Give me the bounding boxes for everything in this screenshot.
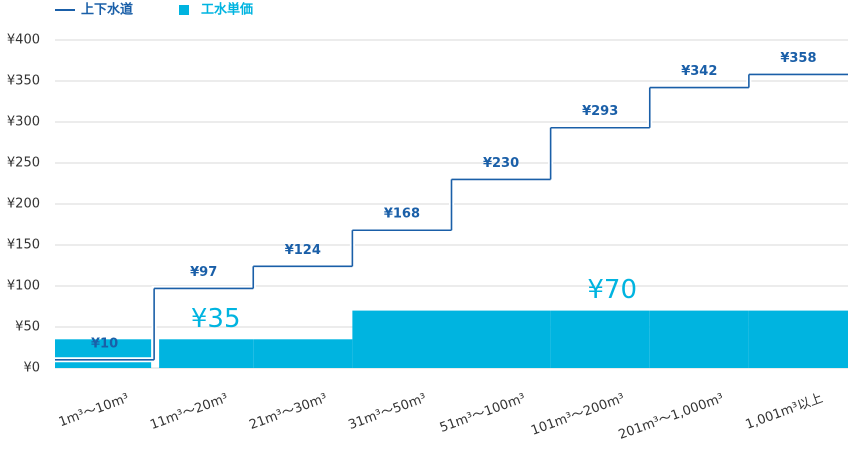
line-value-label: ¥97 [190,265,217,280]
y-tick-label: ¥100 [7,279,40,294]
legend-swatch [179,5,189,15]
y-tick-label: ¥50 [15,320,40,335]
bar [451,310,551,368]
x-tick-label: 1m³～10m³ [57,391,131,430]
y-tick-label: ¥400 [7,33,40,48]
y-tick-label: ¥200 [7,197,40,212]
x-tick-label: 31m³～50m³ [346,391,428,433]
bar [253,339,353,368]
bar-value-label: ¥70 [587,275,637,305]
bar-value-label: ¥35 [191,304,241,334]
x-tick-label: 1,001m³以上 [744,391,825,433]
y-tick-label: ¥150 [7,238,40,253]
bar [159,339,254,368]
line-value-label: ¥358 [780,51,816,66]
bar [352,310,452,368]
x-tick-label: 51m³～100m³ [438,391,528,436]
y-tick-label: ¥300 [7,115,40,130]
line-value-label: ¥124 [285,243,321,258]
legend-label: 工水単価 [201,2,253,18]
line-value-label: ¥168 [384,207,420,222]
x-tick-label: 101m³～200m³ [529,391,627,439]
line-value-label: ¥230 [483,156,519,171]
line-value-label: ¥293 [582,104,618,119]
line-value-label: ¥342 [681,64,717,79]
x-tick-label: 11m³～20m³ [148,391,230,433]
x-tick-label: 21m³～30m³ [247,391,329,433]
line-value-label: ¥10 [91,336,118,351]
y-tick-label: ¥0 [23,361,40,376]
step-line [55,71,848,363]
bar [550,310,650,368]
bar [55,339,152,368]
bar [649,310,749,368]
y-tick-label: ¥250 [7,156,40,171]
y-tick-label: ¥350 [7,74,40,89]
legend-label: 上下水道 [81,2,133,18]
x-tick-label: 201m³～1,000m³ [617,391,726,443]
bar [748,310,848,368]
